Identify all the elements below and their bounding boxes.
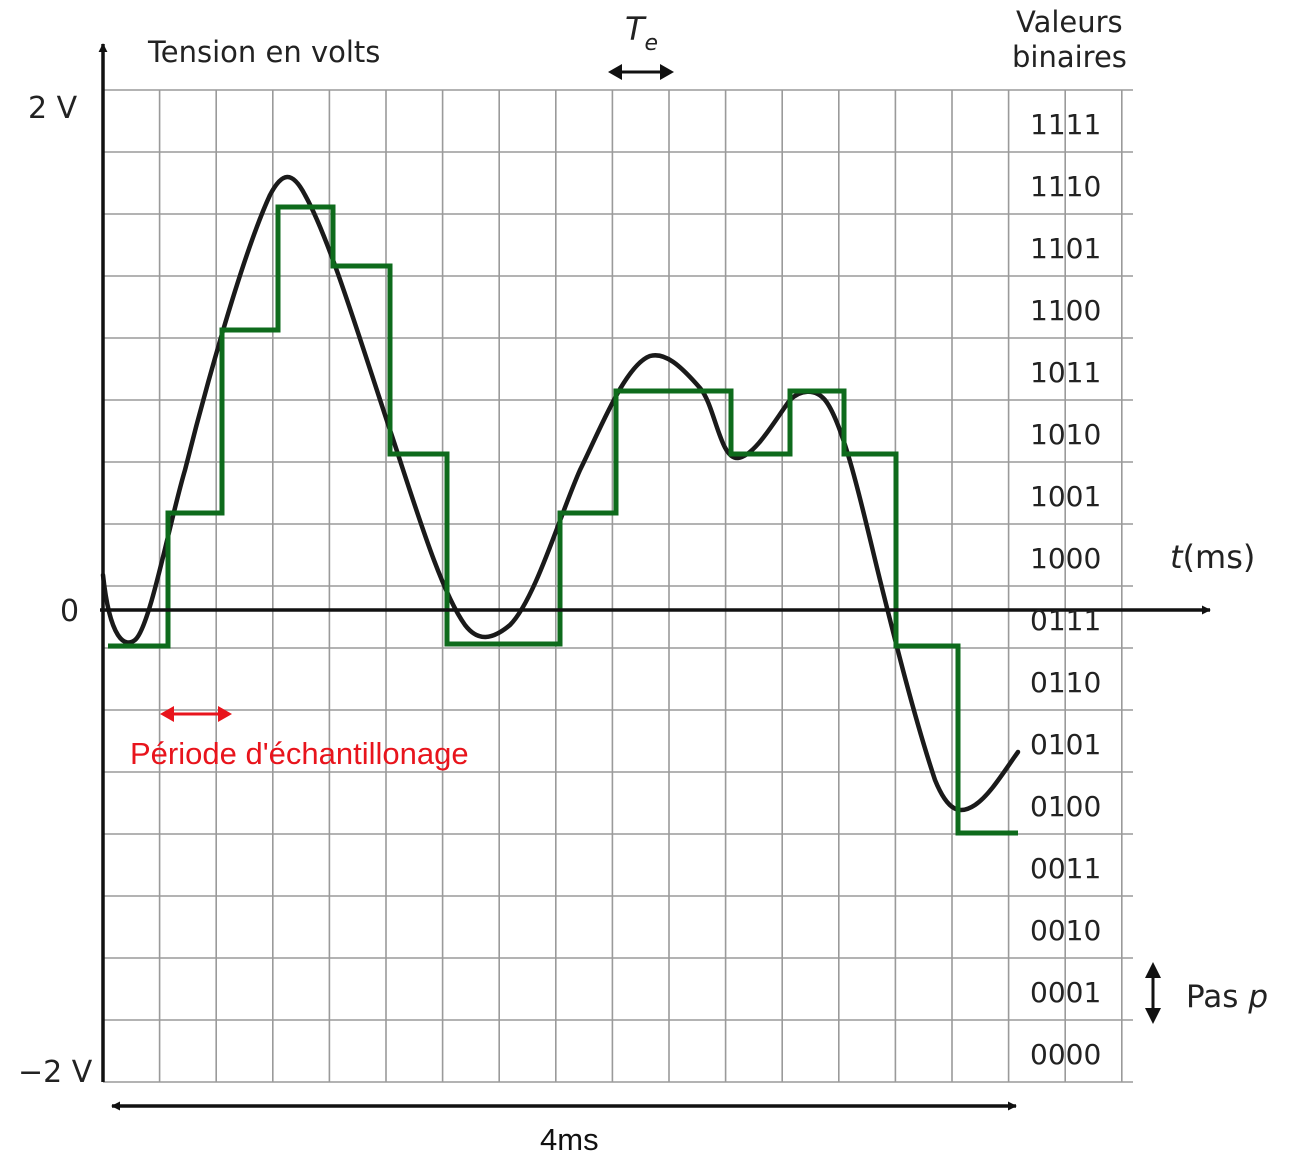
- step-label: Pas p: [1186, 979, 1268, 1015]
- binary-values: 1111 1110 1101 1100 1011 1010 1001 1000 0111 0110…: [1030, 108, 1101, 1071]
- binary-value: 1101: [1030, 232, 1101, 265]
- duration-label: 4ms: [540, 1122, 599, 1157]
- binary-value: 1110: [1030, 170, 1101, 203]
- x-axis-variable: t: [1170, 538, 1184, 576]
- y-min-label: −2 V: [18, 1055, 93, 1090]
- te-arrow: [608, 64, 674, 80]
- x-axis-unit: (ms): [1183, 538, 1256, 576]
- y-zero-label: 0: [60, 594, 79, 629]
- step-text: Pas: [1186, 979, 1248, 1015]
- sampling-period-arrow: [160, 706, 232, 722]
- y-max-label: 2 V: [28, 91, 78, 126]
- binary-value: 0011: [1030, 852, 1101, 885]
- binary-value: 1100: [1030, 294, 1101, 327]
- binary-value: 1111: [1030, 108, 1101, 141]
- step-arrow: [1145, 962, 1161, 1024]
- sampling-period-label: Période d'échantillonage: [130, 736, 469, 771]
- grid: [102, 89, 1133, 1083]
- binary-value: 0000: [1030, 1038, 1101, 1071]
- binary-value: 0110: [1030, 666, 1101, 699]
- te-symbol: T: [625, 10, 647, 48]
- binary-value: 1011: [1030, 356, 1101, 389]
- binary-header-line1: Valeurs: [1016, 5, 1123, 39]
- y-axis-label: Tension en volts: [147, 35, 380, 69]
- te-label: Te: [625, 10, 658, 56]
- quantized-signal: [108, 204, 1018, 836]
- binary-value: 0111: [1030, 604, 1101, 637]
- step-variable: p: [1247, 979, 1268, 1015]
- binary-value: 1000: [1030, 542, 1101, 575]
- te-subscript: e: [645, 31, 659, 56]
- binary-value: 1001: [1030, 480, 1101, 513]
- binary-value: 1010: [1030, 418, 1101, 451]
- binary-value: 0101: [1030, 728, 1101, 761]
- binary-value: 0010: [1030, 914, 1101, 947]
- analog-signal-curve: [100, 174, 1021, 813]
- x-axis-label: t(ms): [1170, 538, 1255, 576]
- binary-value: 0100: [1030, 790, 1101, 823]
- binary-value: 0001: [1030, 976, 1101, 1009]
- binary-header-line2: binaires: [1012, 40, 1127, 74]
